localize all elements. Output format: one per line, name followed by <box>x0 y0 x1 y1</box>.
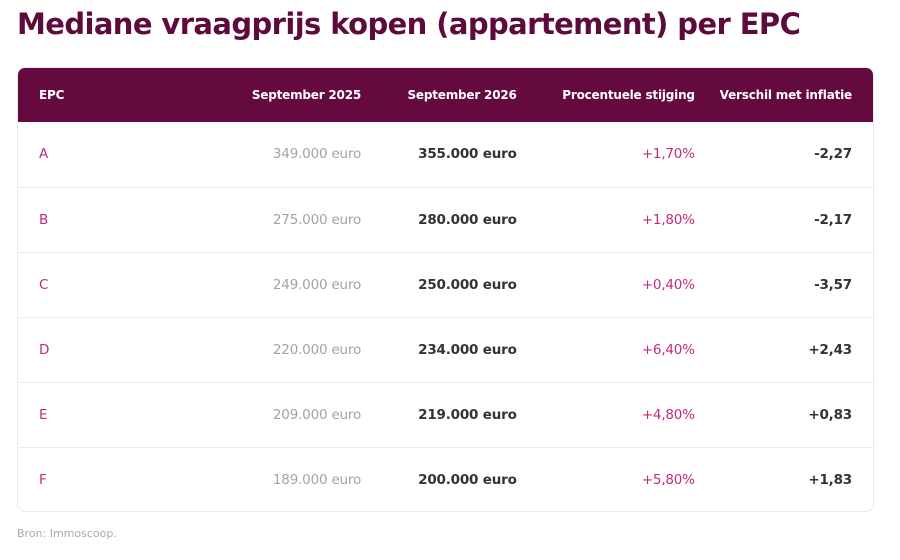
cell-price-2026: 280.000 euro <box>418 211 517 228</box>
table-body: A 349.000 euro 355.000 euro +1,70% -2,27… <box>18 122 873 511</box>
page-title: Mediane vraagprijs kopen (appartement) p… <box>17 7 801 41</box>
cell-price-2025: 220.000 euro <box>272 341 362 358</box>
cell-epc: F <box>39 471 47 488</box>
cell-price-2025: 209.000 euro <box>272 406 362 423</box>
cell-price-2025: 349.000 euro <box>272 146 362 163</box>
cell-percent-increase: +1,70% <box>641 146 695 163</box>
cell-epc: B <box>39 211 49 228</box>
table-row: F 189.000 euro 200.000 euro +5,80% +1,83 <box>18 447 873 511</box>
cell-price-2026: 355.000 euro <box>418 146 517 163</box>
cell-percent-increase: +1,80% <box>641 211 695 228</box>
cell-price-2025: 249.000 euro <box>272 276 362 293</box>
cell-inflation-difference: +0,83 <box>808 406 852 423</box>
column-header-percent-increase: Procentuele stijging <box>562 88 695 102</box>
column-header-september-2025: September 2025 <box>251 88 362 102</box>
source-note: Bron: Immoscoop. <box>17 527 117 540</box>
cell-price-2026: 234.000 euro <box>418 341 517 358</box>
cell-percent-increase: +6,40% <box>641 341 695 358</box>
cell-percent-increase: +0,40% <box>641 276 695 293</box>
cell-price-2025: 275.000 euro <box>272 211 362 228</box>
table-row: B 275.000 euro 280.000 euro +1,80% -2,17 <box>18 187 873 252</box>
cell-epc: A <box>39 146 49 163</box>
price-table: EPC September 2025 September 2026 Procen… <box>18 68 873 511</box>
cell-inflation-difference: +2,43 <box>808 341 852 358</box>
cell-percent-increase: +4,80% <box>641 406 695 423</box>
cell-inflation-difference: -2,27 <box>814 146 852 163</box>
table-header: EPC September 2025 September 2026 Procen… <box>18 68 873 122</box>
price-table-card: EPC September 2025 September 2026 Procen… <box>17 67 874 512</box>
column-header-september-2026: September 2026 <box>407 88 517 102</box>
column-header-epc: EPC <box>39 88 65 102</box>
cell-percent-increase: +5,80% <box>641 471 695 488</box>
cell-epc: E <box>39 406 48 423</box>
cell-price-2025: 189.000 euro <box>272 471 362 488</box>
column-header-inflation-difference: Verschil met inflatie <box>719 88 853 102</box>
table-row: C 249.000 euro 250.000 euro +0,40% -3,57 <box>18 252 873 317</box>
cell-epc: C <box>39 276 49 293</box>
cell-epc: D <box>39 341 50 358</box>
cell-inflation-difference: +1,83 <box>808 471 852 488</box>
header-row: EPC September 2025 September 2026 Procen… <box>18 68 873 122</box>
cell-price-2026: 250.000 euro <box>418 276 517 293</box>
cell-inflation-difference: -2,17 <box>814 211 852 228</box>
cell-inflation-difference: -3,57 <box>814 276 852 293</box>
table-row: D 220.000 euro 234.000 euro +6,40% +2,43 <box>18 317 873 382</box>
table-row: A 349.000 euro 355.000 euro +1,70% -2,27 <box>18 122 873 187</box>
table-row: E 209.000 euro 219.000 euro +4,80% +0,83 <box>18 382 873 447</box>
cell-price-2026: 219.000 euro <box>418 406 517 423</box>
cell-price-2026: 200.000 euro <box>418 471 517 488</box>
